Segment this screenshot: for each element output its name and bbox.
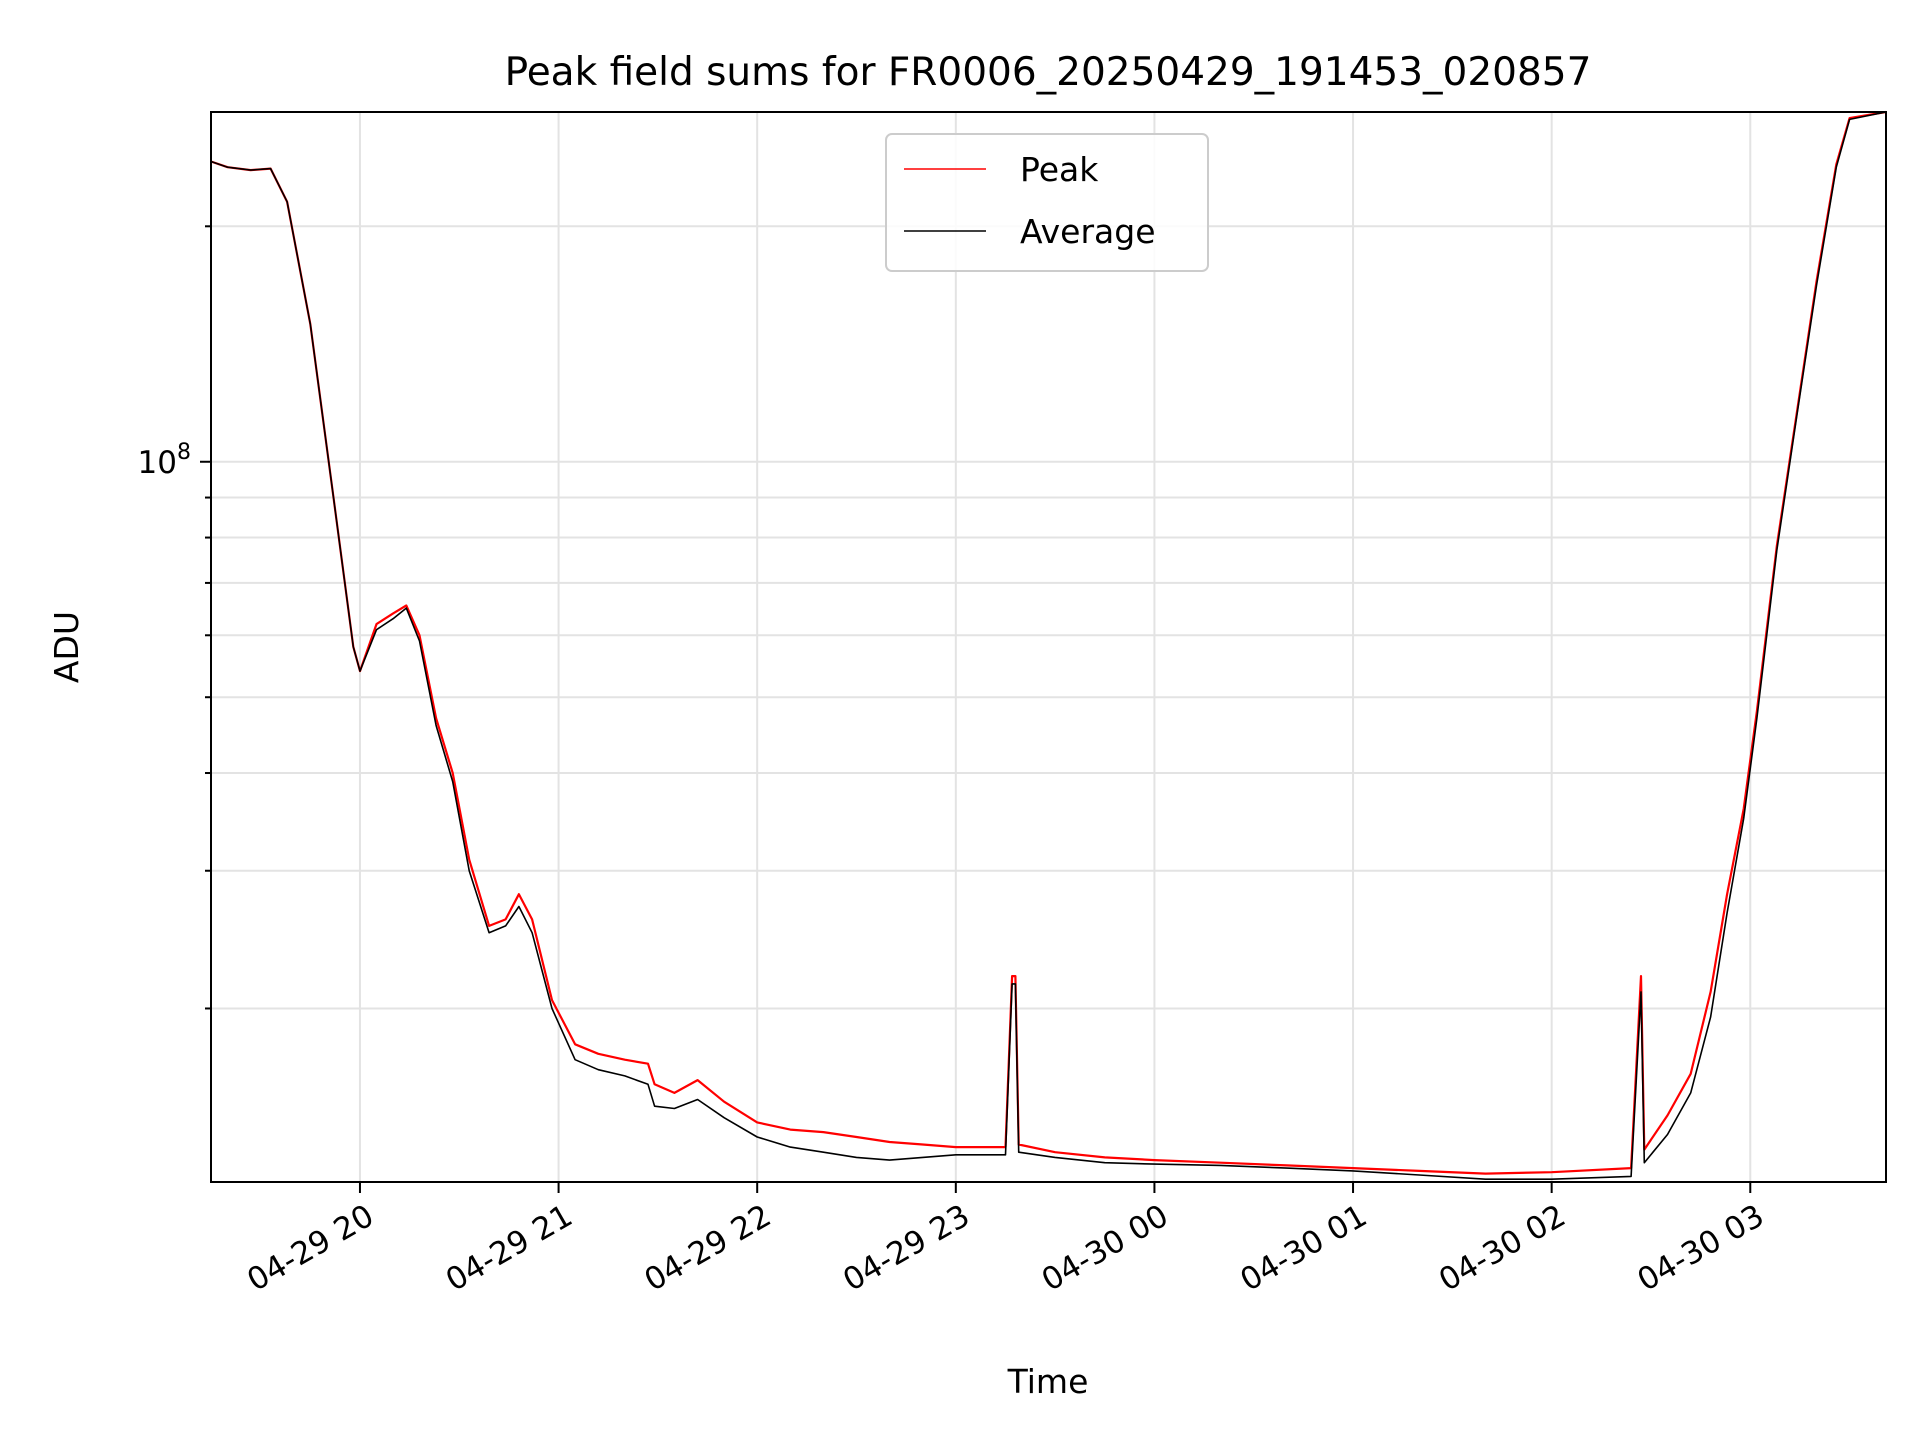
- x-tick-label: 04-30 02: [1433, 1198, 1572, 1299]
- grid: [211, 112, 1886, 1182]
- series-line-peak: [210, 110, 1887, 1175]
- x-tick-label: 04-29 20: [241, 1198, 380, 1299]
- plot-frame: [210, 111, 1887, 1183]
- x-tick-label: 04-30 01: [1234, 1198, 1373, 1299]
- legend: Peak Average: [885, 133, 1209, 272]
- x-axis-label: Time: [1007, 1362, 1089, 1401]
- y-axis-ticks: 108: [138, 225, 211, 1010]
- x-tick-label: 04-29 23: [837, 1198, 976, 1299]
- plot-series: [210, 110, 1887, 1180]
- chart-title: Peak field sums for FR0006_20250429_1914…: [505, 50, 1592, 95]
- y-tick-label: 108: [138, 440, 191, 481]
- legend-label-peak: Peak: [1020, 150, 1099, 189]
- x-tick-label: 04-30 03: [1632, 1198, 1771, 1299]
- y-axis-label: ADU: [47, 611, 86, 683]
- x-tick-label: 04-29 21: [440, 1198, 579, 1299]
- legend-label-average: Average: [1020, 212, 1156, 251]
- series-line-average: [210, 111, 1887, 1180]
- x-tick-label: 04-29 22: [638, 1198, 777, 1299]
- x-axis-ticks: 04-29 20 04-29 21 04-29 22 04-29 23 04-30 00…: [241, 1182, 1770, 1299]
- x-tick-label: 04-30 00: [1036, 1198, 1175, 1299]
